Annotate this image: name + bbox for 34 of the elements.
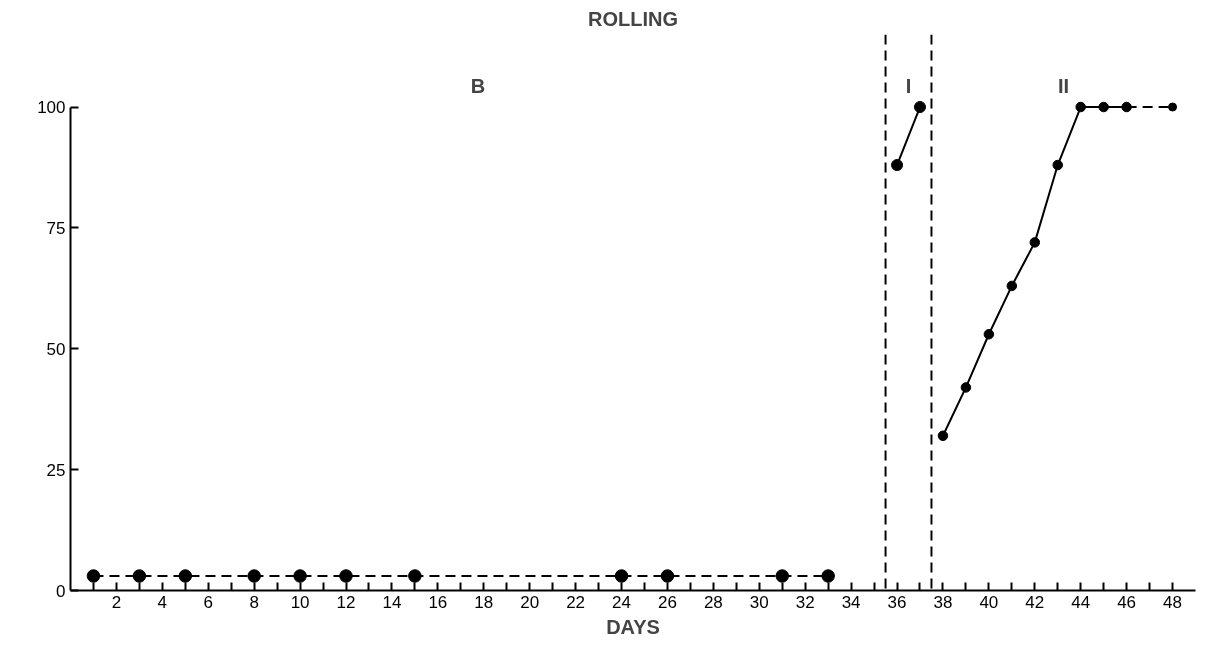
x-tick-label: 36 [887,592,907,612]
x-tick-label: 26 [657,592,677,612]
y-tick-label: 25 [46,460,66,480]
annotation: I [905,75,912,98]
x-tick-label: 22 [566,592,586,612]
x-tick-label: 44 [1071,592,1091,612]
x-tick-label: 38 [933,592,953,612]
x-tick-label: 40 [979,592,999,612]
x-tick-label: 16 [428,592,448,612]
x-tick-label: 10 [290,592,310,612]
x-tick-label: 34 [841,592,861,612]
x-tick-label: 30 [749,592,769,612]
x-tick-label: 42 [1025,592,1045,612]
annotation: II [1057,75,1070,98]
x-tick-label: 28 [703,592,723,612]
x-tick-label: 18 [474,592,494,612]
x-tick-label: 6 [203,592,213,612]
x-tick-label: 46 [1117,592,1137,612]
x-tick-label: 4 [157,592,168,612]
y-tick-label: 50 [46,339,66,359]
x-tick-label: 8 [249,592,259,612]
chart-title: ROLLING [588,7,678,30]
x-tick-label: 32 [795,592,815,612]
x-tick-label: 14 [382,592,402,612]
y-tick-label: 75 [46,218,66,238]
x-tick-label: 12 [336,592,356,612]
y-tick-label: 0 [56,581,66,601]
annotation: B [470,75,486,98]
x-tick-label: 20 [520,592,540,612]
x-axis-title: DAYS [606,615,660,638]
y-tick-label: 100 [37,98,66,118]
x-tick-label: 48 [1163,592,1183,612]
x-tick-label: 2 [111,592,122,612]
x-tick-label: 24 [612,592,631,612]
